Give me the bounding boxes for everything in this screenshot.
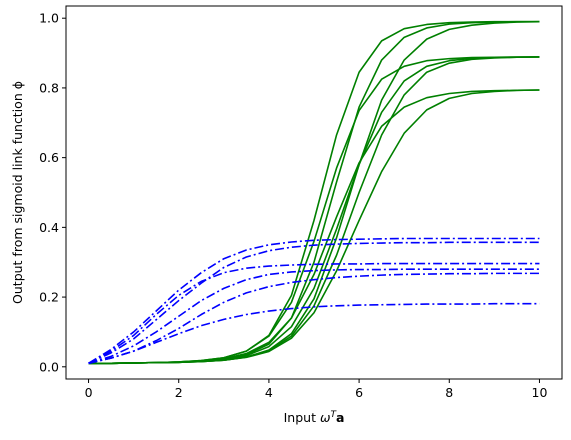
x-axis-ticks: 0 2 4 6 8 10	[85, 379, 548, 400]
x-tick-label: 0	[85, 385, 93, 400]
y-tick-label: 0.8	[39, 80, 59, 95]
y-tick-label: 0.4	[39, 220, 59, 235]
series-line-blue-11	[88, 262, 540, 365]
plot-frame	[65, 5, 563, 380]
x-tick-label: 6	[355, 385, 363, 400]
x-tick-label: 2	[175, 385, 183, 400]
series-line-blue-14	[88, 302, 540, 365]
x-axis-label: Input ωTa	[284, 410, 345, 425]
series-layer	[88, 20, 540, 365]
y-tick-label: 0.2	[39, 290, 59, 305]
y-tick-label: 0.0	[39, 359, 59, 374]
series-line-blue-12	[88, 268, 540, 365]
y-tick-label: 0.6	[39, 150, 59, 165]
series-line-green-8	[88, 89, 540, 365]
x-tick-label: 10	[532, 385, 548, 400]
series-line-blue-9	[88, 237, 540, 364]
x-tick-label: 4	[265, 385, 273, 400]
y-axis-ticks: 0.0 0.2 0.4 0.6 0.8 1.0	[39, 11, 66, 374]
series-line-blue-13	[88, 272, 540, 365]
x-tick-label: 8	[445, 385, 453, 400]
y-axis-label: Output from sigmoid link function ϕ	[10, 81, 25, 304]
series-line-blue-10	[88, 241, 540, 365]
y-tick-label: 1.0	[39, 11, 59, 26]
